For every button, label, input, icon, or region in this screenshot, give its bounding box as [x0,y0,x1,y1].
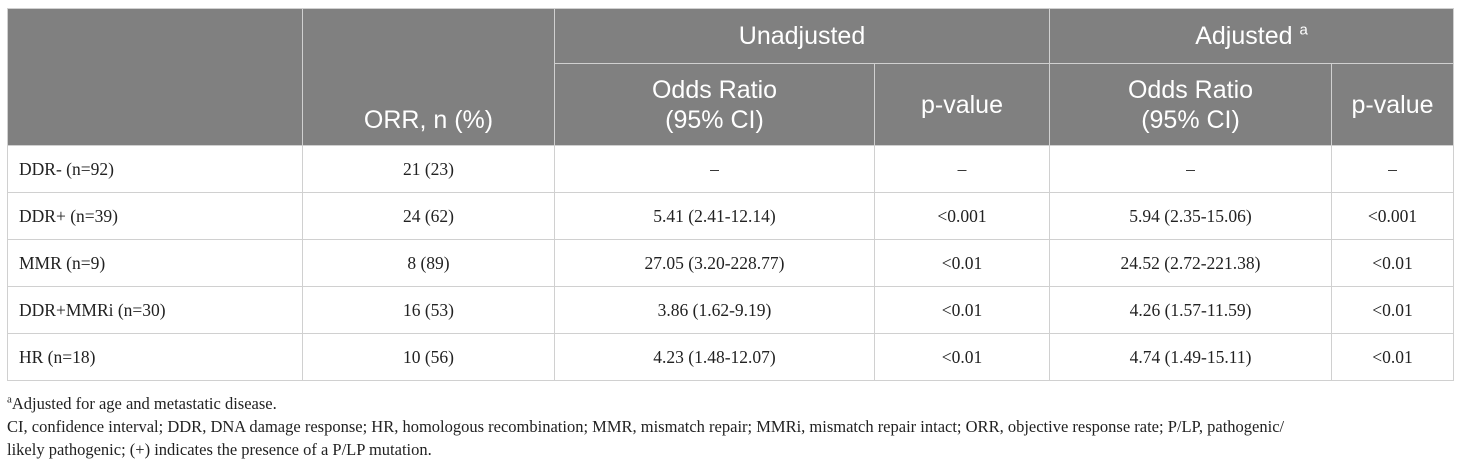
header-adjusted-p-value: p-value [1331,63,1455,146]
adjusted-or-cell: 5.94 (2.35-15.06) [1049,192,1333,240]
orr-cell: 8 (89) [302,239,555,287]
adjusted-or-cell: 24.52 (2.72-221.38) [1049,239,1333,287]
unadjusted-p-cell: <0.01 [873,286,1051,334]
unadjusted-or-cell: 27.05 (3.20-228.77) [554,239,875,287]
row-label: HR (n=18) [7,333,303,381]
adjusted-p-cell: <0.01 [1331,286,1455,334]
header-group-unadjusted: Unadjusted [553,8,1051,64]
orr-cell: 24 (62) [302,192,555,240]
unadjusted-or-cell: 4.23 (1.48-12.07) [554,333,875,381]
unadjusted-or-cell: 3.86 (1.62-9.19) [554,286,875,334]
header-corner-cell [7,8,303,146]
footnote-a-marker: a [7,393,12,406]
footnote-abbreviations: CI, confidence interval; DDR, DNA damage… [7,415,1453,461]
footnote-a-text: Adjusted for age and metastatic disease. [11,394,277,413]
header-odds-ratio-line1: Odds Ratio [651,75,778,104]
table-row: DDR+ (n=39) 24 (62) 5.41 (2.41-12.14) <0… [7,192,1455,240]
footnote-marker-a: a [1299,21,1308,39]
header-group-adjusted: Adjusted a [1049,8,1455,64]
table-header: ORR, n (%) Unadjusted Adjusted a Odds Ra… [7,8,1455,146]
table-row: DDR- (n=92) 21 (23) – – – – [7,145,1455,193]
row-label: DDR- (n=92) [7,145,303,193]
table-row: HR (n=18) 10 (56) 4.23 (1.48-12.07) <0.0… [7,333,1455,381]
adjusted-or-cell: – [1049,145,1333,193]
footnote-a: aAdjusted for age and metastatic disease… [7,392,1453,415]
abbreviations-line1: CI, confidence interval; DDR, DNA damage… [7,417,1285,436]
table-body: DDR- (n=92) 21 (23) – – – – DDR+ (n=39) … [7,145,1455,381]
header-odds-ratio-line2: (95% CI) [1141,105,1240,134]
unadjusted-or-cell: 5.41 (2.41-12.14) [554,192,875,240]
adjusted-p-cell: <0.001 [1331,192,1455,240]
unadjusted-p-cell: – [873,145,1051,193]
adjusted-or-cell: 4.26 (1.57-11.59) [1049,286,1333,334]
header-group-adjusted-label: Adjusted [1195,22,1293,50]
table-footnotes: aAdjusted for age and metastatic disease… [7,392,1453,461]
adjusted-p-cell: <0.01 [1331,333,1455,381]
abbreviations-line2: likely pathogenic; (+) indicates the pre… [7,440,432,459]
unadjusted-p-cell: <0.01 [873,333,1051,381]
unadjusted-p-cell: <0.001 [873,192,1051,240]
adjusted-or-cell: 4.74 (1.49-15.11) [1049,333,1333,381]
orr-cell: 21 (23) [302,145,555,193]
results-table: ORR, n (%) Unadjusted Adjusted a Odds Ra… [7,8,1455,381]
adjusted-p-cell: – [1331,145,1455,193]
header-orr: ORR, n (%) [302,8,555,146]
table-row: MMR (n=9) 8 (89) 27.05 (3.20-228.77) <0.… [7,239,1455,287]
row-label: DDR+MMRi (n=30) [7,286,303,334]
header-unadjusted-odds-ratio: Odds Ratio (95% CI) [554,63,875,146]
row-label: DDR+ (n=39) [7,192,303,240]
orr-cell: 10 (56) [302,333,555,381]
header-odds-ratio-line1: Odds Ratio [1127,75,1254,104]
unadjusted-p-cell: <0.01 [873,239,1051,287]
adjusted-p-cell: <0.01 [1331,239,1455,287]
table-row: DDR+MMRi (n=30) 16 (53) 3.86 (1.62-9.19)… [7,286,1455,334]
header-unadjusted-p-value: p-value [873,63,1051,146]
header-odds-ratio-line2: (95% CI) [665,105,764,134]
row-label: MMR (n=9) [7,239,303,287]
header-adjusted-odds-ratio: Odds Ratio (95% CI) [1049,63,1333,146]
orr-cell: 16 (53) [302,286,555,334]
unadjusted-or-cell: – [554,145,875,193]
